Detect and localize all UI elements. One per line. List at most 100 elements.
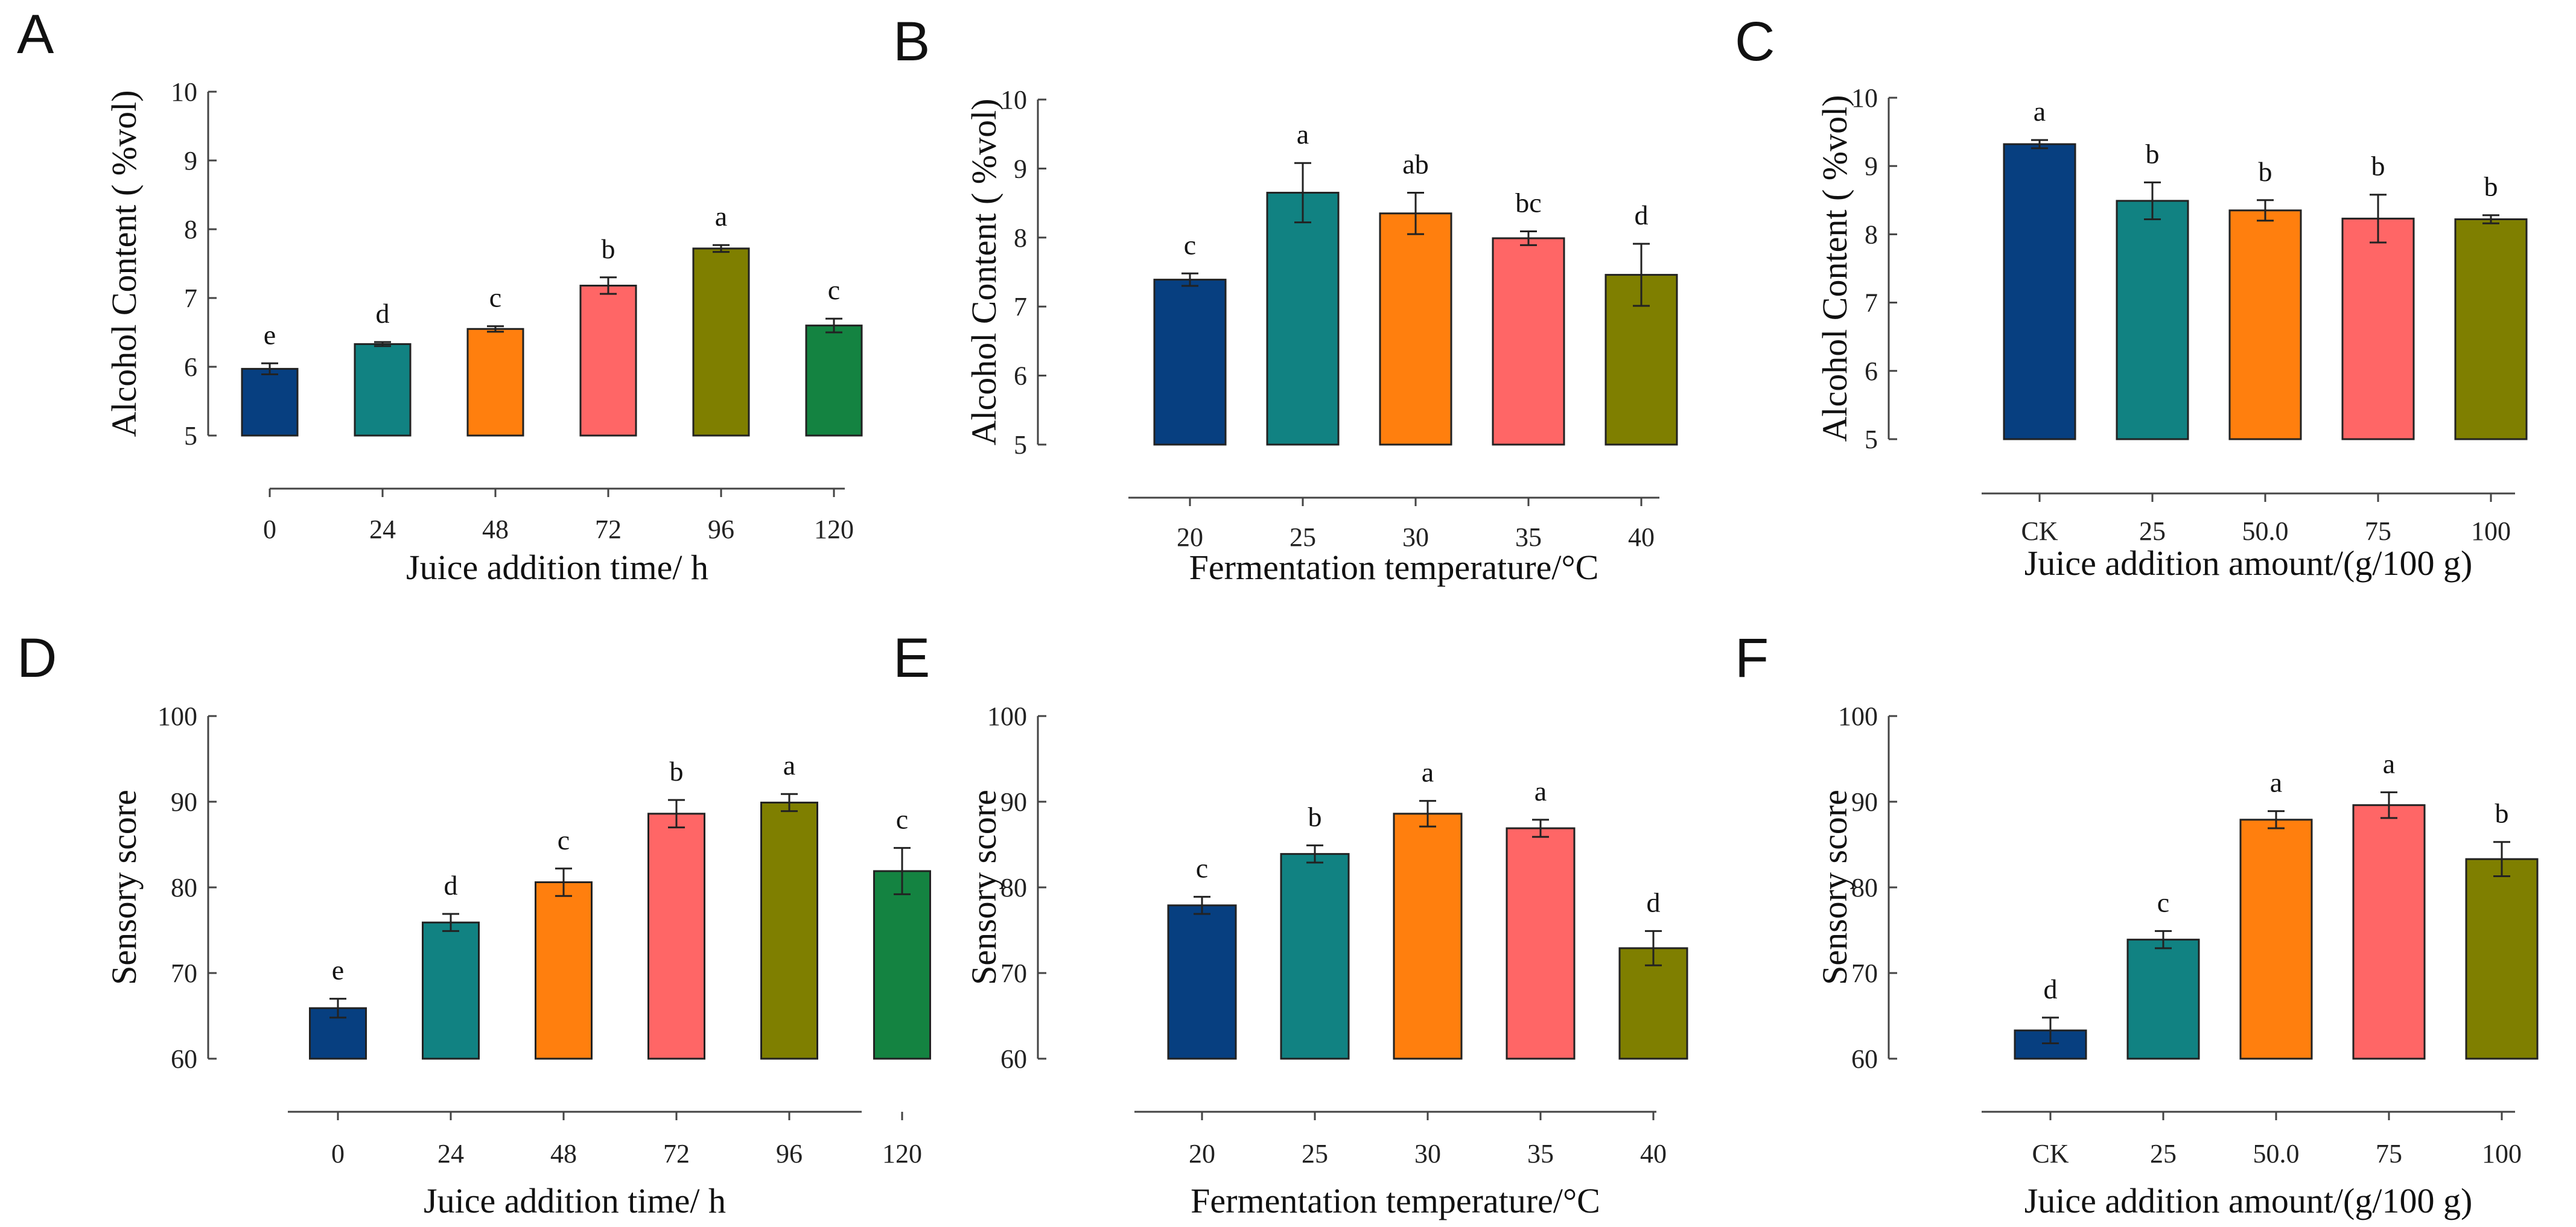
- bar: [2352, 804, 2426, 1060]
- x-tick-label: 100: [2482, 1139, 2522, 1168]
- x-tick-label: 25: [2150, 1139, 2177, 1168]
- significance-label: ab: [1402, 148, 1428, 179]
- x-tick-label: 30: [1402, 522, 1429, 552]
- x-axis-title: Juice addition time/ h: [424, 1181, 726, 1220]
- panel-letter: B: [893, 11, 930, 72]
- y-tick-label: 80: [171, 873, 197, 902]
- significance-label: a: [1297, 119, 1309, 150]
- significance-label: b: [2259, 156, 2272, 187]
- x-tick-label: 72: [663, 1139, 690, 1168]
- y-tick-label: 9: [184, 146, 197, 176]
- bar: [1379, 212, 1452, 446]
- panel-e: E 60 70 80 90 100 Sensory score c 20 b 25 a 30 a 35 d 40…: [893, 627, 1688, 1220]
- y-tick-label: 100: [157, 702, 197, 731]
- x-tick-label: 120: [814, 515, 854, 544]
- x-tick-label: 96: [776, 1139, 803, 1168]
- y-tick-label: 7: [184, 284, 197, 313]
- x-tick-label: 40: [1640, 1139, 1667, 1168]
- y-tick-label: 9: [1014, 154, 1027, 183]
- x-tick-label: 96: [708, 515, 734, 544]
- significance-label: b: [2484, 171, 2498, 202]
- bar: [1280, 853, 1350, 1060]
- y-tick-label: 100: [1838, 702, 1878, 731]
- x-tick-label: 25: [1302, 1139, 1328, 1168]
- x-axis-title: Fermentation temperature/°C: [1191, 1181, 1600, 1220]
- panel-f: F 60 70 80 90 100 Sensory score d CK c 25 a 50.0 a 75 b…: [1735, 627, 2539, 1220]
- x-tick-label: 35: [1515, 522, 1542, 552]
- y-tick-label: 80: [1000, 873, 1027, 902]
- bar: [2454, 218, 2528, 440]
- y-tick-label: 60: [171, 1044, 197, 1074]
- significance-label: c: [489, 282, 501, 313]
- x-tick-label: 72: [595, 515, 622, 544]
- y-axis-title: Alcohol Content ( %vol): [964, 98, 1003, 445]
- x-tick-label: CK: [2021, 516, 2058, 546]
- bar: [1492, 237, 1565, 446]
- significance-label: d: [2044, 974, 2058, 1004]
- bar: [2003, 143, 2076, 440]
- y-axis-title: Sensory score: [1815, 790, 1854, 985]
- y-tick-label: 7: [1865, 288, 1878, 318]
- x-tick-label: 25: [2139, 516, 2166, 546]
- bar: [241, 367, 299, 437]
- panel-letter: C: [1735, 11, 1775, 72]
- y-tick-label: 60: [1851, 1044, 1878, 1074]
- bar: [647, 813, 705, 1060]
- x-tick-label: 35: [1527, 1139, 1554, 1168]
- significance-label: a: [1534, 776, 1547, 807]
- bar: [354, 343, 412, 437]
- x-axis-title: Fermentation temperature/°C: [1189, 548, 1599, 587]
- x-tick-label: 50.0: [2253, 1139, 2300, 1168]
- significance-label: bc: [1515, 188, 1541, 218]
- x-tick-label: 0: [263, 515, 276, 544]
- y-tick-label: 8: [184, 215, 197, 244]
- significance-label: c: [1196, 853, 1208, 884]
- y-tick-label: 100: [987, 702, 1027, 731]
- significance-label: a: [2383, 748, 2395, 779]
- y-tick-label: 90: [171, 787, 197, 817]
- bar: [760, 801, 818, 1060]
- y-tick-label: 6: [1014, 361, 1027, 391]
- x-tick-label: 75: [2376, 1139, 2402, 1168]
- x-tick-label: 48: [482, 515, 509, 544]
- significance-label: c: [1184, 229, 1196, 260]
- significance-label: e: [264, 319, 276, 350]
- y-axis-title: Alcohol Content ( %vol): [104, 90, 144, 437]
- bar: [692, 247, 750, 437]
- bar: [422, 921, 480, 1060]
- significance-label: d: [444, 870, 458, 901]
- x-tick-label: CK: [2032, 1139, 2069, 1168]
- significance-label: a: [2270, 767, 2282, 798]
- y-tick-label: 80: [1851, 873, 1878, 902]
- bar: [2239, 819, 2313, 1060]
- x-tick-label: 50.0: [2242, 516, 2289, 546]
- bar: [2465, 858, 2539, 1060]
- bar: [2116, 200, 2189, 440]
- y-axis-title: Sensory score: [104, 790, 144, 985]
- y-tick-label: 6: [184, 352, 197, 382]
- significance-label: b: [670, 756, 684, 787]
- x-tick-label: 75: [2365, 516, 2391, 546]
- panel-d: D 60 70 80 90 100 Sensory score e 0 d 24 c 48 b 72 a 96 c…: [17, 627, 931, 1220]
- x-axis-title: Juice addition amount/(g/100 g): [2024, 544, 2473, 583]
- significance-label: b: [2371, 151, 2385, 182]
- significance-label: e: [332, 955, 344, 986]
- x-axis-title: Juice addition amount/(g/100 g): [2024, 1181, 2473, 1220]
- y-axis-title: Alcohol Content ( %vol): [1815, 95, 1854, 442]
- x-tick-label: 0: [331, 1139, 345, 1168]
- panel-letter: F: [1735, 627, 1769, 689]
- significance-label: d: [376, 298, 390, 329]
- bar: [2341, 217, 2415, 440]
- y-tick-label: 90: [1851, 787, 1878, 817]
- y-tick-label: 5: [1014, 430, 1027, 460]
- significance-label: d: [1635, 200, 1649, 230]
- bar: [2126, 939, 2200, 1060]
- x-tick-label: 40: [1628, 522, 1655, 552]
- significance-label: b: [602, 233, 615, 264]
- significance-label: a: [783, 750, 795, 781]
- y-tick-label: 8: [1014, 223, 1027, 253]
- y-tick-label: 10: [1000, 85, 1027, 115]
- bar: [1167, 904, 1237, 1060]
